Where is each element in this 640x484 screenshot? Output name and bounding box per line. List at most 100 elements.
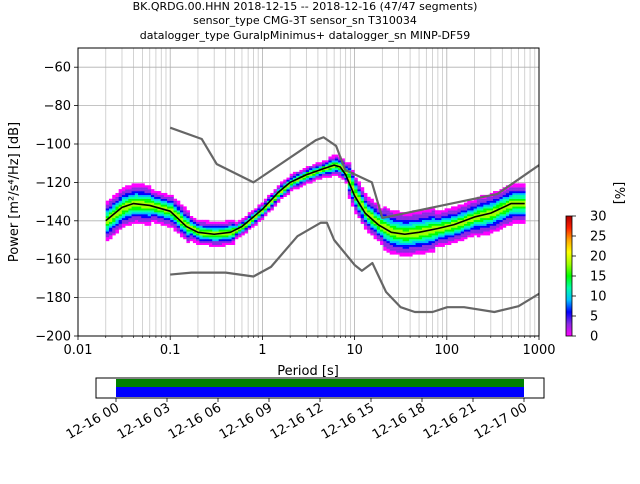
density-cell — [522, 183, 526, 186]
density-cell — [522, 217, 526, 221]
density-cell — [344, 177, 349, 180]
density-cell — [286, 179, 290, 182]
density-cell — [370, 200, 374, 203]
density-cell — [354, 210, 358, 213]
density-cell — [221, 240, 226, 244]
density-cell — [425, 239, 429, 242]
density-cell — [415, 227, 420, 230]
density-cell — [312, 169, 316, 173]
density-cell — [163, 210, 168, 213]
density-cell — [296, 181, 300, 184]
density-cell — [460, 227, 465, 230]
density-cell — [422, 212, 426, 215]
density-cell — [518, 212, 523, 215]
density-cell — [173, 212, 178, 215]
density-cell — [499, 202, 503, 205]
density-cell — [431, 212, 436, 215]
density-cell — [141, 212, 145, 215]
density-cell — [118, 206, 123, 209]
density-cell — [486, 229, 491, 232]
density-cell — [309, 169, 313, 173]
density-cell — [118, 198, 123, 201]
density-cell — [518, 204, 523, 207]
density-cell — [138, 191, 142, 194]
density-cell — [518, 198, 523, 201]
density-cell — [454, 225, 458, 228]
density-cell — [280, 183, 284, 186]
density-cell — [444, 223, 449, 226]
density-cell — [112, 214, 116, 217]
density-cell — [121, 221, 126, 224]
density-cell — [192, 235, 197, 238]
density-cell — [512, 196, 516, 199]
density-cell — [389, 212, 394, 215]
density-cell — [438, 229, 442, 232]
density-cell — [331, 168, 336, 171]
density-cell — [338, 164, 342, 167]
density-cell — [386, 219, 391, 222]
density-cell — [409, 237, 413, 240]
density-cell — [108, 204, 113, 207]
density-cell — [225, 240, 229, 244]
density-cell — [454, 229, 458, 232]
density-cell — [399, 229, 403, 232]
density-cell — [512, 217, 516, 221]
density-cell — [299, 171, 303, 174]
density-cell — [354, 189, 358, 192]
density-cell — [444, 229, 449, 232]
density-cell — [512, 204, 516, 207]
density-cell — [418, 242, 423, 245]
density-cell — [434, 231, 439, 234]
density-cell — [186, 227, 190, 230]
density-cell — [438, 212, 442, 215]
density-cell — [480, 216, 484, 219]
density-cell — [167, 212, 171, 215]
density-cell — [141, 210, 145, 213]
density-cell — [163, 198, 168, 201]
density-cell — [257, 217, 261, 221]
density-cell — [141, 198, 145, 201]
density-cell — [460, 206, 465, 209]
density-cell — [147, 185, 152, 188]
density-cell — [515, 192, 520, 196]
density-cell — [108, 227, 113, 230]
density-cell — [447, 210, 452, 213]
density-cell — [225, 242, 229, 245]
density-cell — [470, 229, 474, 232]
density-cell — [141, 185, 145, 188]
density-cell — [451, 240, 455, 244]
density-cell — [470, 231, 474, 234]
density-cell — [338, 171, 342, 174]
density-cell — [131, 183, 136, 186]
density-cell — [125, 212, 129, 215]
density-cell — [215, 225, 219, 228]
density-cell — [347, 175, 352, 178]
density-cell — [505, 212, 510, 215]
density-cell — [108, 235, 113, 238]
density-cell — [502, 210, 507, 213]
density-cell — [473, 206, 478, 209]
density-cell — [376, 216, 381, 219]
density-cell — [150, 192, 155, 196]
density-cell — [412, 244, 416, 247]
density-cell — [486, 196, 491, 199]
density-cell — [312, 168, 316, 171]
density-cell — [305, 175, 310, 178]
density-cell — [199, 219, 203, 222]
density-cell — [305, 171, 310, 174]
density-cell — [351, 183, 355, 186]
density-cell — [412, 252, 416, 255]
density-cell — [499, 225, 503, 228]
x-tick-label: 1000 — [522, 343, 555, 358]
density-cell — [128, 185, 132, 188]
density-cell — [128, 200, 132, 203]
density-cell — [108, 231, 113, 234]
density-cell — [396, 231, 400, 234]
density-cell — [212, 223, 216, 226]
density-cell — [389, 233, 394, 236]
density-cell — [460, 210, 465, 213]
density-cell — [431, 242, 436, 245]
density-cell — [241, 227, 245, 230]
density-cell — [405, 246, 410, 249]
